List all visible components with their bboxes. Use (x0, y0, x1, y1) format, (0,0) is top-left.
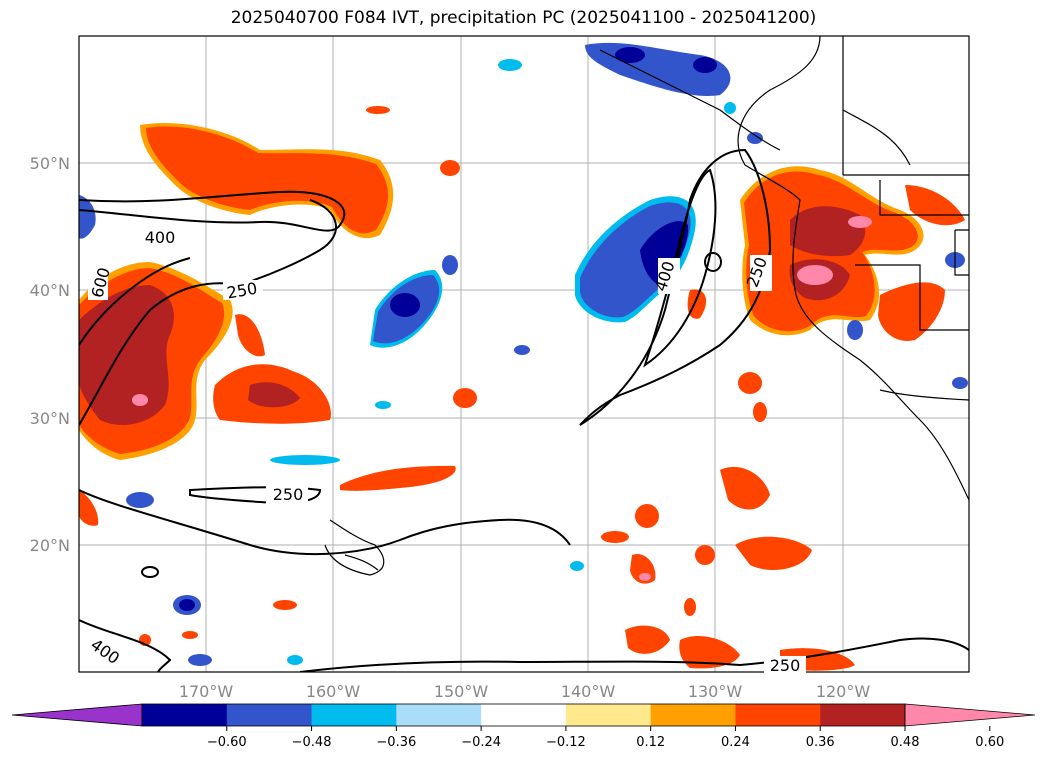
colorbar-extend-high (904, 703, 1036, 727)
colorbar-tick-label: −0.60 (207, 735, 247, 750)
lat-label: 50°N (30, 154, 70, 173)
ivt-contours (79, 148, 969, 672)
lon-label: 150°W (434, 682, 489, 701)
lon-label: 120°W (816, 682, 871, 701)
colorbar: −0.60 −0.48 −0.36 −0.24 −0.12 0.12 0.24 0.36 0.4… (11, 703, 1036, 750)
lon-label: 130°W (688, 682, 743, 701)
contour-label: 400 (145, 228, 176, 247)
negative-precip-regions (79, 42, 968, 666)
colorbar-tick-label: −0.12 (546, 735, 586, 750)
coastlines (324, 36, 969, 576)
colorbar-extend-low (11, 703, 143, 727)
colorbar-tick-label: 0.36 (806, 735, 835, 750)
colorbar-segment (735, 704, 821, 726)
contour-label: 250 (770, 656, 801, 675)
colorbar-outline (141, 703, 906, 727)
map-frame (78, 35, 970, 673)
colorbar-segment (311, 704, 397, 726)
latitude-labels: 50°N 40°N 30°N 20°N (30, 154, 70, 555)
colorbar-tick-label: 0.24 (721, 735, 750, 750)
lon-label: 140°W (561, 682, 616, 701)
colorbar-tick-label: 0.60 (975, 735, 1004, 750)
contour-label-group: 400 600 250 250 400 250 250 400 (86, 226, 806, 675)
colorbar-segment (820, 704, 906, 726)
map-title: 2025040700 F084 IVT, precipitation PC (2… (230, 8, 817, 28)
colorbar-segment (226, 704, 313, 726)
positive-precip-regions (79, 106, 965, 671)
colorbar-segment (565, 704, 652, 726)
colorbar-tick-label: −0.48 (292, 735, 332, 750)
lon-label: 170°W (179, 682, 234, 701)
colorbar-segment (396, 704, 482, 726)
longitude-labels: 170°W 160°W 150°W 140°W 130°W 120°W (179, 682, 871, 701)
colorbar-segment (142, 704, 228, 726)
colorbar-tick-label: −0.24 (461, 735, 501, 750)
contour-label: 250 (273, 485, 304, 504)
lat-label: 40°N (30, 281, 70, 300)
colorbar-segment (481, 704, 567, 726)
lat-label: 20°N (30, 536, 70, 555)
lat-label: 30°N (30, 409, 70, 428)
colorbar-segment (650, 704, 736, 726)
colorbar-tick-label: 0.12 (636, 735, 665, 750)
colorbar-tick-label: 0.48 (891, 735, 920, 750)
colorbar-tick-label: −0.36 (376, 735, 416, 750)
lon-label: 160°W (306, 682, 361, 701)
